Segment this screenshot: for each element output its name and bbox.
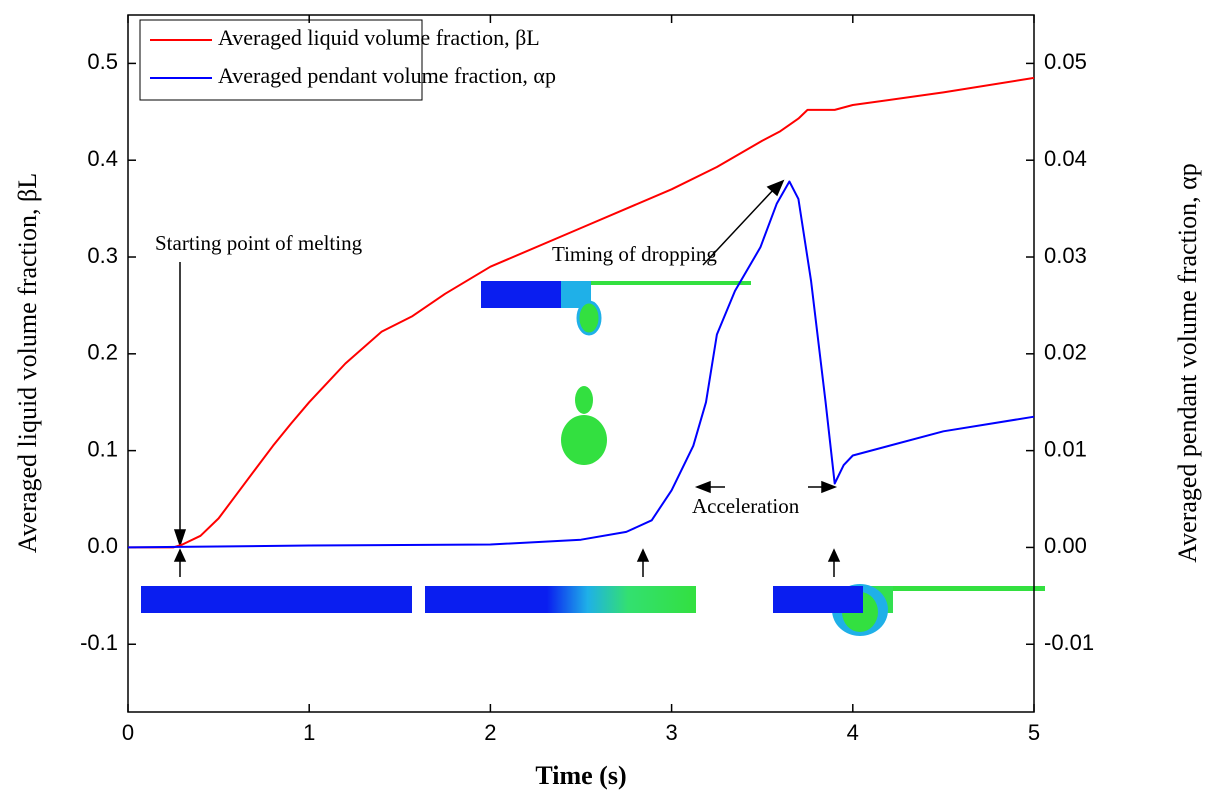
x-tick-label: 3 (665, 720, 677, 745)
y-tick-label: 0.3 (87, 243, 118, 268)
y2-axis-label: Averaged pendant volume fraction, αp (1173, 163, 1202, 562)
series-line (127, 180, 1035, 549)
y2-tick-label: 0.00 (1044, 533, 1087, 558)
series-line (128, 76, 1035, 549)
annotation: Acceleration (692, 494, 800, 518)
legend (139, 19, 423, 101)
x-tick-label: 1 (303, 720, 315, 745)
y2-tick-label: 0.01 (1044, 436, 1087, 461)
x-axis-label: Time (s) (535, 761, 626, 790)
y2-tick-label: 0.05 (1044, 49, 1087, 74)
annotation: Timing of dropping (552, 242, 717, 266)
x-tick-label: 2 (484, 720, 496, 745)
y-tick-label: 0.0 (87, 533, 118, 558)
y-tick-label: 0.5 (87, 49, 118, 74)
legend-label: Averaged liquid volume fraction, βL (218, 25, 540, 50)
y2-tick-label: 0.04 (1044, 146, 1087, 171)
legend-label: Averaged pendant volume fraction, αp (218, 63, 556, 88)
y-tick-label: 0.1 (87, 436, 118, 461)
y2-tick-label: 0.02 (1044, 340, 1087, 365)
x-tick-label: 0 (122, 720, 134, 745)
y-axis-label: Averaged liquid volume fraction, βL (13, 173, 42, 553)
annotation: Starting point of melting (155, 231, 363, 255)
y2-tick-label: 0.03 (1044, 243, 1087, 268)
annotation-arrows (173, 179, 841, 577)
x-tick-label: 5 (1028, 720, 1040, 745)
y2-tick-label: -0.01 (1044, 630, 1094, 655)
y-tick-label: 0.4 (87, 146, 118, 171)
plot-frame (127, 14, 1035, 713)
y-tick-label: 0.2 (87, 340, 118, 365)
y-tick-label: -0.1 (80, 630, 118, 655)
snapshots (141, 281, 1045, 636)
x-tick-label: 4 (847, 720, 859, 745)
